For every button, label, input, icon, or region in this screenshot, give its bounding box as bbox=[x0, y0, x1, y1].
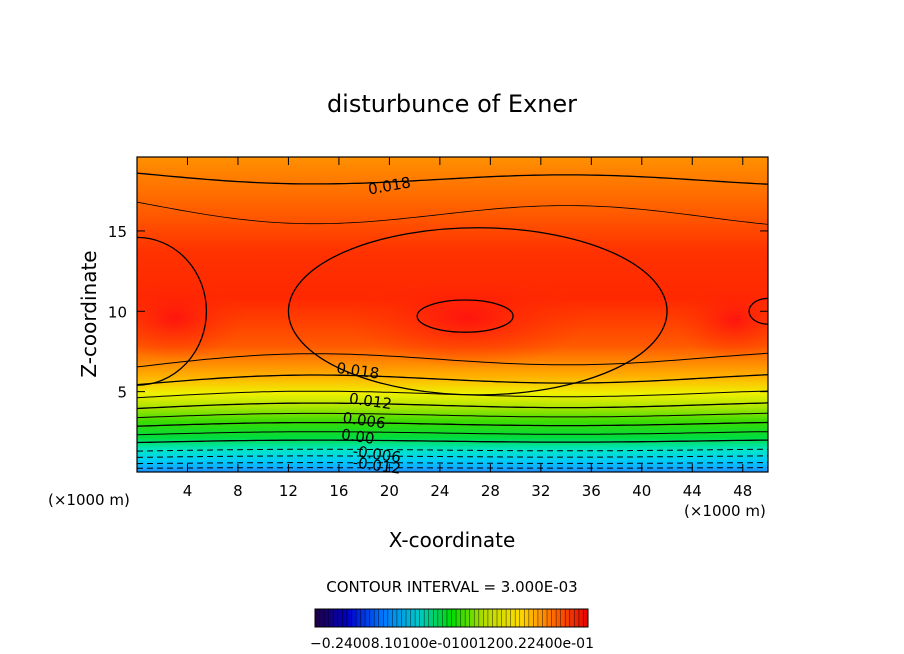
contour-line bbox=[137, 462, 768, 465]
y-tick-label: 5 bbox=[117, 384, 127, 402]
contour-line bbox=[137, 412, 768, 419]
contour-line bbox=[137, 172, 768, 185]
contour-line bbox=[137, 201, 768, 225]
x-tick-label: 24 bbox=[430, 482, 449, 500]
x-tick-label: 48 bbox=[733, 482, 752, 500]
contour-line bbox=[137, 374, 768, 386]
x-tick-label: 28 bbox=[481, 482, 500, 500]
contour-closed bbox=[748, 297, 768, 325]
y-axis-label: Z-coordinate bbox=[77, 250, 101, 377]
contour-line bbox=[137, 352, 768, 368]
contour-closed bbox=[287, 227, 668, 396]
x-unit-right: (×1000 m) bbox=[684, 502, 766, 520]
x-tick-label: 44 bbox=[683, 482, 702, 500]
x-tick-label: 32 bbox=[531, 482, 550, 500]
contour-line bbox=[137, 431, 768, 436]
colorbar bbox=[314, 608, 589, 628]
y-tick-label: 15 bbox=[108, 223, 127, 241]
contour-closed bbox=[137, 236, 208, 386]
contour-interval-label: CONTOUR INTERVAL = 3.000E-03 bbox=[326, 578, 577, 596]
contour-label: 0.006 bbox=[342, 409, 387, 433]
y-axis: 5 10 15 bbox=[108, 223, 768, 402]
x-axis-label: X-coordinate bbox=[389, 528, 516, 552]
y-tick-label: 10 bbox=[108, 303, 127, 321]
contour-closed bbox=[416, 299, 514, 333]
x-axis: 4 8 12 16 20 24 28 32 36 40 44 48 bbox=[183, 157, 752, 500]
contour-field bbox=[137, 157, 768, 472]
chart-title: disturbunce of Exner bbox=[327, 90, 577, 118]
contour-label: 0.012 bbox=[348, 389, 393, 413]
contour-label: 0.00 bbox=[340, 425, 376, 447]
x-tick-label: 12 bbox=[279, 482, 298, 500]
x-tick-label: 16 bbox=[329, 482, 348, 500]
contour-line bbox=[137, 455, 768, 458]
x-tick-label: 20 bbox=[380, 482, 399, 500]
contour-line bbox=[137, 448, 768, 452]
x-unit-left: (×1000 m) bbox=[48, 491, 130, 509]
plot-frame bbox=[136, 156, 769, 473]
contour-label: 0.018 bbox=[335, 359, 380, 383]
contour-line bbox=[137, 467, 768, 469]
x-tick-label: 8 bbox=[233, 482, 243, 500]
x-tick-label: 40 bbox=[632, 482, 651, 500]
colorbar-ticks: −0.24008.10100e-01001200.22400e-01 bbox=[310, 636, 594, 652]
contour-line bbox=[137, 402, 768, 410]
contour-line bbox=[137, 439, 768, 444]
x-tick-label: 4 bbox=[183, 482, 193, 500]
contour-line bbox=[137, 421, 768, 427]
x-tick-label: 36 bbox=[582, 482, 601, 500]
